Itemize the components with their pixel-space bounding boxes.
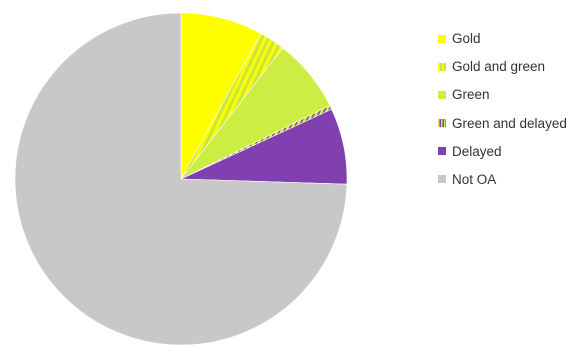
legend-swatch-not-oa: [438, 175, 446, 184]
pie-slice-not-oa: [14, 12, 348, 345]
legend-item-delayed: Delayed: [438, 142, 567, 161]
legend-label-delayed: Delayed: [452, 143, 502, 159]
legend-item-gold-and-green: Gold and green: [438, 57, 567, 76]
legend: Gold Gold and green Green Green and dela…: [438, 29, 567, 198]
legend-label-gold: Gold: [452, 31, 481, 46]
legend-label-green: Green: [452, 87, 490, 103]
legend-swatch-gold: [438, 34, 446, 43]
legend-item-not-oa: Not OA: [438, 170, 567, 189]
legend-label-not-oa: Not OA: [452, 171, 497, 187]
legend-label-gold-and-green: Gold and green: [452, 59, 546, 75]
legend-item-gold: Gold: [438, 29, 567, 48]
legend-swatch-green-and-delayed: [438, 119, 446, 128]
legend-swatch-gold-and-green: [438, 62, 446, 71]
legend-swatch-green: [438, 90, 446, 99]
legend-item-green: Green: [438, 85, 567, 104]
legend-item-green-and-delayed: Green and delayed: [438, 114, 567, 133]
legend-label-green-and-delayed: Green and delayed: [452, 115, 567, 131]
legend-swatch-delayed: [438, 147, 446, 156]
